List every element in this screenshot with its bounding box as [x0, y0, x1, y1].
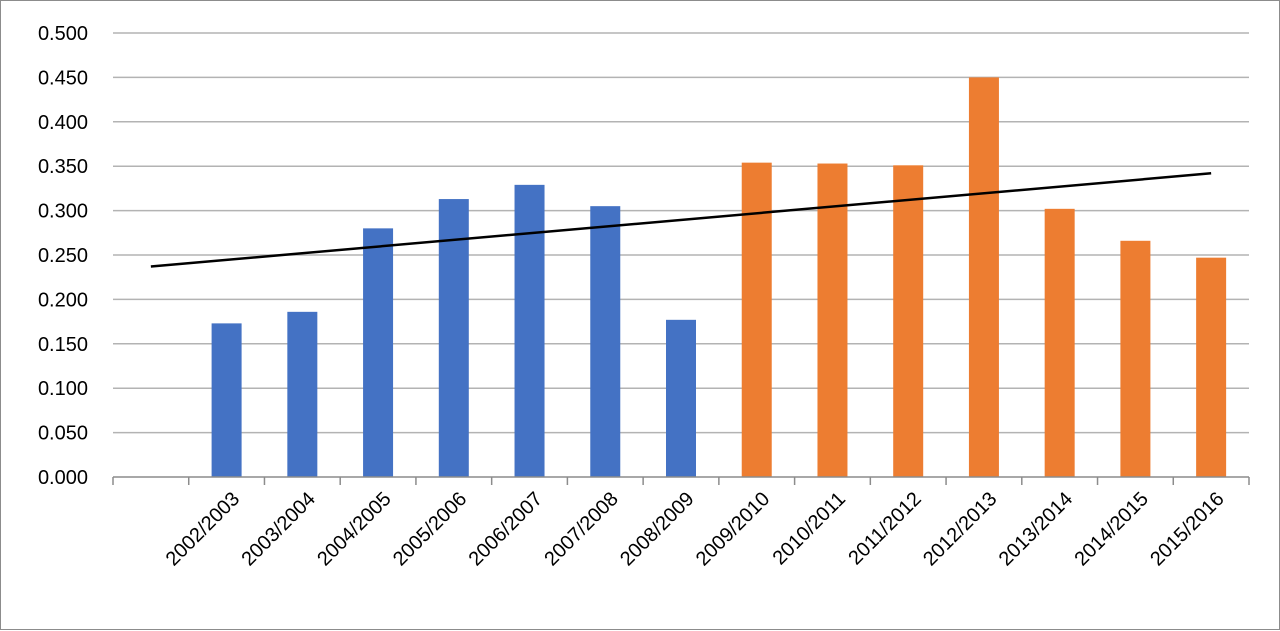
bar — [968, 77, 999, 478]
x-tick-label: 2013/2014 — [995, 488, 1077, 570]
x-tick-label: 2003/2004 — [237, 488, 319, 570]
x-tick-label: 2010/2011 — [769, 488, 850, 569]
x-axis — [112, 476, 1250, 485]
bar — [893, 165, 924, 477]
x-tick-label: 2002/2003 — [162, 488, 244, 570]
x-tick-label: 2012/2013 — [919, 488, 1001, 570]
x-tick-label: 2014/2015 — [1071, 488, 1153, 570]
y-tick-label: 0.000 — [38, 467, 88, 489]
bar — [741, 162, 772, 477]
bar — [438, 199, 469, 477]
y-tick-label: 0.350 — [38, 156, 88, 178]
y-tick-label: 0.300 — [38, 201, 88, 223]
y-tick-label: 0.500 — [38, 23, 88, 45]
bar — [211, 323, 242, 477]
bar — [287, 311, 318, 477]
x-tick-label: 2009/2010 — [692, 488, 774, 570]
bar — [514, 184, 545, 477]
y-tick-label: 0.250 — [38, 245, 88, 267]
bars — [211, 77, 1227, 478]
bar — [363, 228, 394, 477]
x-axis-tick-labels: 2002/20032003/20042004/20052005/20062006… — [162, 488, 1229, 570]
x-tick-label: 2007/2008 — [540, 488, 622, 570]
x-tick-label: 2005/2006 — [389, 488, 471, 570]
bar — [1196, 257, 1227, 477]
bar — [817, 163, 848, 477]
y-tick-label: 0.400 — [38, 112, 88, 134]
x-tick-label: 2004/2005 — [313, 488, 395, 570]
y-tick-label: 0.100 — [38, 378, 88, 400]
bar — [590, 206, 621, 477]
y-axis-tick-labels: 0.000 0.050 0.100 0.150 0.200 0.250 0.300 0.350… — [38, 23, 88, 489]
y-tick-label: 0.050 — [38, 423, 88, 445]
x-tick-label: 2008/2009 — [616, 488, 698, 570]
y-tick-label: 0.150 — [38, 334, 88, 356]
trendline — [150, 172, 1212, 268]
bar — [1120, 240, 1151, 477]
trendline-group — [150, 172, 1212, 268]
x-tick-label: 2015/2016 — [1146, 488, 1228, 570]
bar — [1044, 208, 1075, 477]
y-tick-label: 0.200 — [38, 289, 88, 311]
bar — [666, 319, 696, 477]
x-tick-label: 2006/2007 — [465, 488, 547, 570]
y-tick-label: 0.450 — [38, 67, 88, 89]
x-tick-label: 2011/2012 — [844, 488, 925, 569]
